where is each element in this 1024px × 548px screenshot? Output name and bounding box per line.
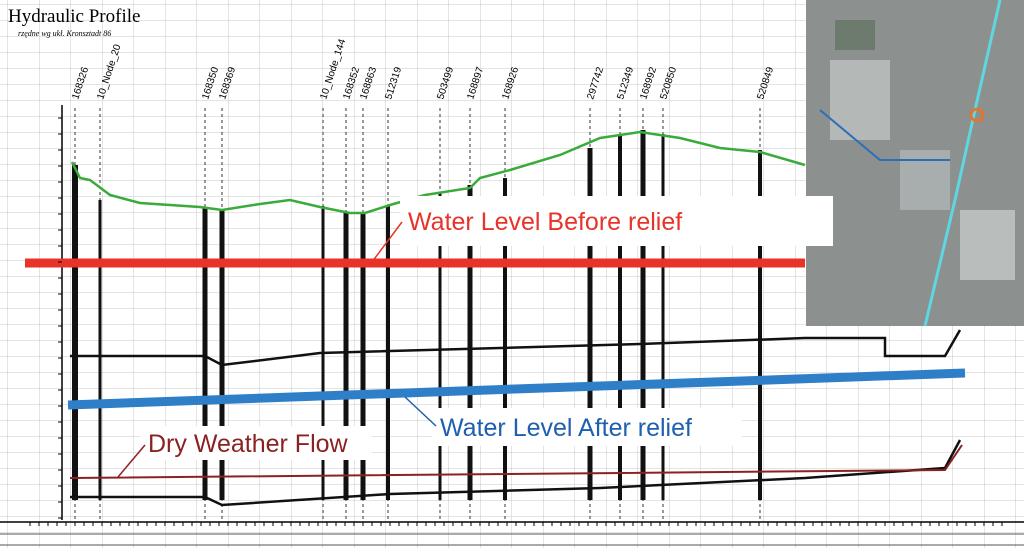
map-building [830, 60, 890, 140]
leader [371, 221, 403, 263]
leader [404, 396, 437, 427]
map-marker [969, 107, 985, 123]
map-park [835, 20, 875, 50]
annotation-dry: Dry Weather Flow [148, 430, 349, 458]
label-box [140, 426, 372, 460]
water-level-after [67, 368, 966, 410]
ground-line [70, 130, 806, 215]
map-pipe [923, 0, 1002, 327]
title: Hydraulic Profile [8, 6, 140, 27]
annotation-before: Water Level Before relief [408, 208, 682, 236]
map-network [819, 109, 950, 161]
label-box [432, 408, 742, 446]
pipe-crown [70, 329, 962, 367]
map-inset [806, 0, 1024, 327]
footer-table [0, 521, 1024, 546]
map-building [960, 210, 1015, 280]
leader [117, 444, 146, 478]
dry-weather-flow [69, 444, 963, 479]
label-box [400, 196, 833, 246]
annotation-after: Water Level After relief [440, 414, 692, 442]
subtitle: rzędne wg ukł. Kronsztadt 86 [18, 29, 111, 38]
